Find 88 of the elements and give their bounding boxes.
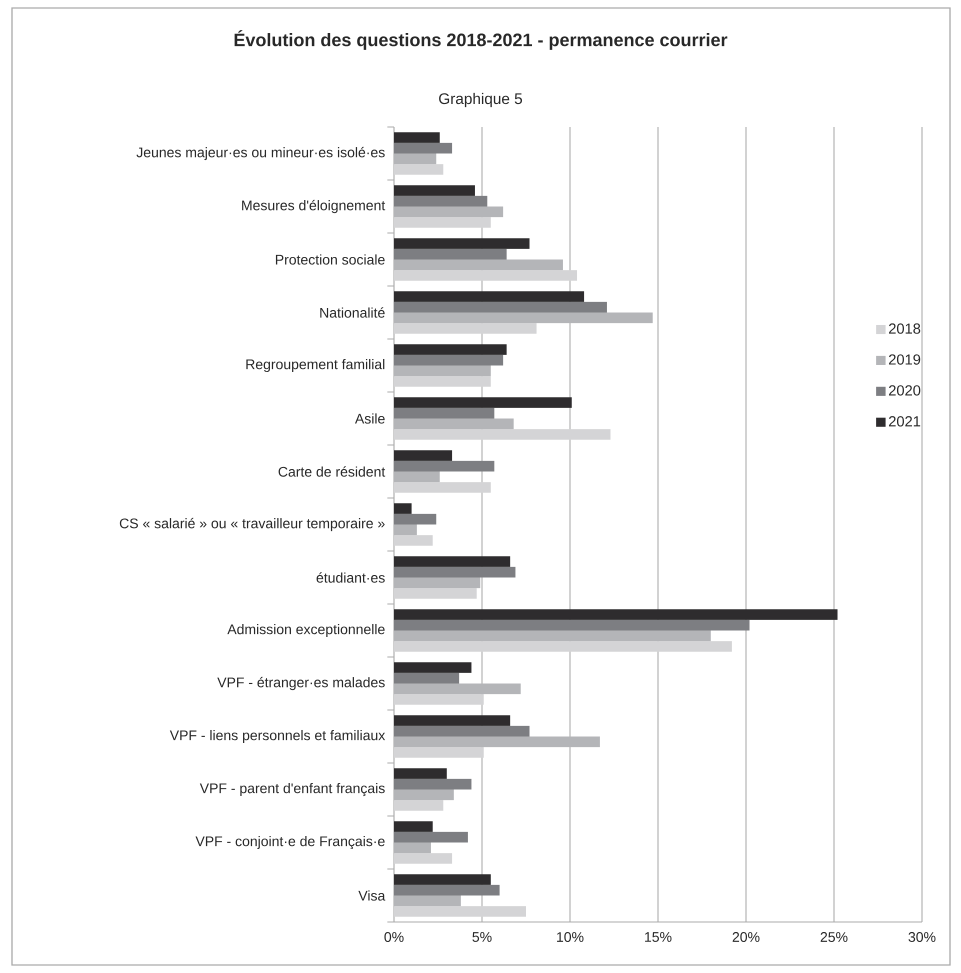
y-tick-label: Visa — [358, 890, 386, 901]
bar — [394, 588, 477, 599]
bar — [394, 217, 491, 228]
legend-label: 2018 — [888, 323, 920, 334]
legend-label: 2021 — [888, 416, 920, 427]
bar — [394, 344, 507, 355]
bar — [394, 800, 444, 811]
bar — [394, 672, 460, 684]
bar — [394, 630, 711, 642]
bar — [394, 270, 578, 281]
bar — [394, 620, 750, 631]
bar — [394, 896, 461, 906]
bar — [394, 260, 563, 270]
bar — [394, 366, 491, 376]
x-tick-label: 20% — [732, 932, 760, 942]
bar — [394, 535, 433, 546]
bar — [394, 842, 431, 854]
y-tick-label: VPF - parent d'enfant français — [200, 782, 385, 796]
y-tick-label: VPF - liens personnels et familiaux — [170, 730, 386, 744]
bar — [394, 323, 537, 334]
bar — [394, 164, 444, 175]
bar — [394, 354, 504, 366]
y-tick-label: Jeunes majeur·es ou mineur·es isolé·es — [136, 146, 385, 160]
y-tick-label: Mesures d'éloignement — [242, 200, 386, 214]
bar — [394, 376, 491, 387]
y-tick-label: étudiant·es — [316, 572, 385, 583]
bar — [394, 609, 838, 620]
y-tick-label: VPF - conjoint·e de Français·e — [195, 836, 385, 850]
bar — [394, 694, 484, 705]
bar — [394, 578, 480, 588]
bar — [394, 397, 572, 408]
bar — [394, 302, 607, 312]
bar — [394, 768, 447, 779]
legend-label: 2020 — [888, 385, 920, 396]
bar — [394, 874, 491, 885]
y-tick-label: Admission exceptionnelle — [227, 624, 385, 638]
bar — [394, 132, 440, 143]
legend-label: 2019 — [888, 354, 920, 365]
bar — [394, 291, 584, 302]
bar — [394, 185, 475, 196]
bar — [394, 206, 504, 218]
bar — [394, 450, 452, 461]
x-tick-label: 0% — [384, 932, 404, 942]
bar — [394, 460, 494, 472]
bar — [394, 238, 530, 249]
bar — [394, 248, 507, 260]
bar — [394, 524, 417, 536]
bar — [394, 790, 454, 800]
bar — [394, 429, 610, 440]
bar — [394, 556, 510, 567]
y-tick-label: Carte de résident — [278, 466, 386, 477]
bar — [394, 503, 412, 514]
chart-title: Évolution des questions 2018-2021 - permanence courrier — [234, 30, 728, 50]
bar — [394, 726, 530, 737]
x-tick-label: 5% — [472, 932, 492, 942]
bar — [394, 482, 491, 493]
bar — [394, 884, 500, 896]
bar — [394, 662, 472, 673]
y-tick-label: Nationalité — [320, 307, 385, 318]
bar — [394, 747, 484, 758]
bar — [394, 472, 440, 482]
y-tick-label: Asile — [354, 413, 385, 424]
bar — [394, 821, 433, 832]
y-tick-label: VPF - étranger·es malades — [217, 676, 385, 690]
bar — [394, 715, 510, 726]
bar — [394, 514, 436, 525]
bar — [394, 832, 468, 843]
y-tick-label: CS « salarié » ou « travailleur temporaire » — [120, 518, 385, 532]
bar — [394, 312, 653, 324]
x-tick-label: 30% — [908, 932, 936, 942]
y-tick-label: Regroupement familial — [246, 358, 384, 372]
bar — [394, 418, 514, 430]
bar — [394, 154, 436, 164]
bar — [394, 778, 472, 790]
x-tick-label: 10% — [557, 932, 584, 942]
y-tick-label: Protection sociale — [276, 254, 385, 265]
bar — [394, 641, 732, 652]
chart-subtitle: Graphique 5 — [439, 92, 522, 108]
bar — [394, 853, 452, 864]
x-tick-label: 25% — [820, 932, 848, 942]
bar — [394, 566, 516, 578]
bar — [394, 684, 521, 694]
bar — [394, 142, 452, 154]
x-tick-label: 15% — [645, 932, 672, 942]
bar — [394, 196, 488, 206]
bar — [394, 408, 494, 419]
bar — [394, 906, 526, 917]
bar — [394, 736, 600, 748]
